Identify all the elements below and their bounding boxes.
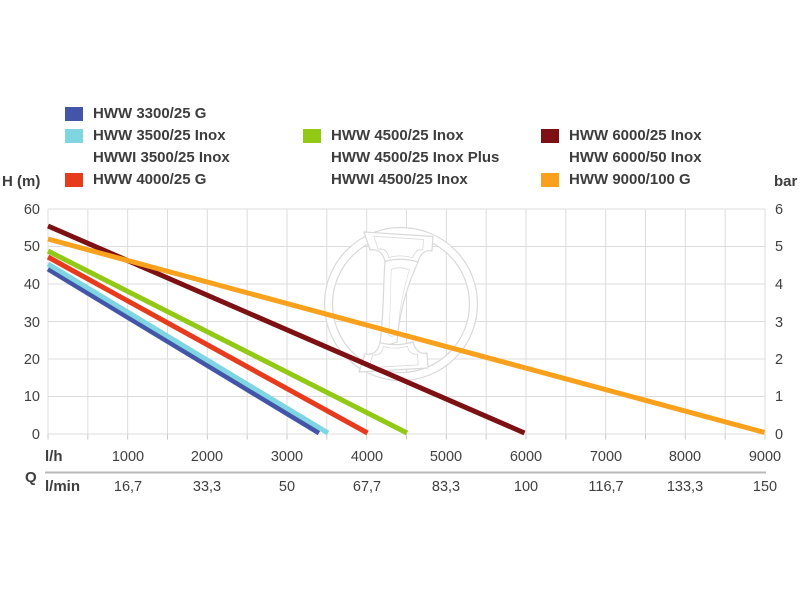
legend-swatch-cyan (65, 129, 83, 143)
y-right-tick: 3 (775, 315, 783, 331)
x-axis-label: Q (25, 469, 37, 486)
x-axis-unit-lmin: l/min (45, 478, 80, 495)
legend-item-hwwi-3500: HWWI 3500/25 Inox (65, 147, 230, 169)
y-right-tick: 5 (775, 239, 783, 255)
curves (46, 223, 766, 436)
x-tick-lmin: 83,3 (432, 479, 460, 495)
legend-label: HWW 4500/25 Inox (331, 127, 464, 144)
curve-hww-3500-inox (46, 261, 330, 436)
x-tick-lh: 8000 (669, 449, 701, 465)
x-tick-lmin: 50 (279, 479, 295, 495)
x-tick-lmin: 16,7 (114, 479, 142, 495)
legend-label: HWW 3500/25 Inox (93, 127, 226, 144)
legend-swatch-red (65, 173, 83, 187)
x-tick-lh: 2000 (191, 449, 223, 465)
x-tick-lmin: 116,7 (588, 479, 623, 495)
x-tick-lmin: 33,3 (193, 479, 221, 495)
x-axis-unit-lh: l/h (45, 448, 63, 465)
legend-swatch-darkred (541, 129, 559, 143)
legend-item-hww-6000-25: HWW 6000/25 Inox (541, 125, 702, 147)
x-tick-lh: 4000 (351, 449, 383, 465)
y-axis-left: 60 50 40 30 20 10 0 (24, 202, 40, 443)
legend-item-hwwi-4500: HWWI 4500/25 Inox (303, 169, 468, 191)
curve-hww-4000-g (46, 254, 369, 436)
legend-label: HWW 6000/25 Inox (569, 127, 702, 144)
legend-item-hww-4500-plus: HWW 4500/25 Inox Plus (303, 147, 499, 169)
y-right-tick: 0 (775, 427, 783, 443)
legend-label: HWW 4000/25 G (93, 171, 207, 188)
legend-label: HWW 3300/25 G (93, 105, 207, 122)
y-axis-right-label: bar (774, 173, 798, 190)
x-tick-lmin: 150 (753, 479, 777, 495)
y-right-tick: 4 (775, 277, 783, 293)
y-left-tick: 0 (32, 427, 40, 443)
legend-label: HWW 6000/50 Inox (569, 149, 702, 166)
y-left-tick: 50 (24, 239, 40, 255)
y-left-tick: 10 (24, 389, 40, 405)
legend-swatch-blue (65, 107, 83, 121)
legend-label: HWWI 4500/25 Inox (331, 171, 468, 188)
x-tick-lmin: 133,3 (667, 479, 703, 495)
curve-hww-3300-g (46, 266, 321, 436)
x-tick-lmin: 67,7 (353, 479, 381, 495)
legend-item-hww-3300: HWW 3300/25 G (65, 103, 206, 125)
legend-label: HWW 9000/100 G (569, 171, 691, 188)
legend-swatch-orange (541, 173, 559, 187)
y-left-tick: 30 (24, 315, 40, 331)
y-right-tick: 2 (775, 352, 783, 368)
legend-item-hww-4000: HWW 4000/25 G (65, 169, 206, 191)
legend-label: HWW 4500/25 Inox Plus (331, 149, 500, 166)
y-left-tick: 60 (24, 202, 40, 218)
x-tick-lh: 3000 (271, 449, 303, 465)
watermark-logo (323, 226, 479, 382)
y-axis-right: 6 5 4 3 2 1 0 (775, 202, 783, 443)
legend-item-hww-6000-50: HWW 6000/50 Inox (541, 147, 702, 169)
x-tick-lh: 5000 (430, 449, 462, 465)
y-right-tick: 6 (775, 202, 783, 218)
x-tick-lh: 1000 (112, 449, 144, 465)
x-axis: Q l/h l/min 1000 2000 3000 4000 5000 600… (25, 448, 781, 495)
legend-item-hww-4500: HWW 4500/25 Inox (303, 125, 464, 147)
x-tick-lh: 9000 (749, 449, 781, 465)
x-tick-lh: 7000 (590, 449, 622, 465)
curve-hww-4500-inox (46, 248, 409, 436)
legend-swatch-green (303, 129, 321, 143)
legend-label: HWWI 3500/25 Inox (93, 149, 230, 166)
y-left-tick: 40 (24, 277, 40, 293)
legend-item-hww-9000: HWW 9000/100 G (541, 169, 691, 191)
x-tick-lh: 6000 (510, 449, 542, 465)
x-tick-lmin: 100 (514, 479, 538, 495)
legend-item-hww-3500: HWW 3500/25 Inox (65, 125, 226, 147)
y-axis-left-label: H (m) (2, 173, 40, 190)
curve-hww-9000-g (47, 236, 766, 435)
y-left-tick: 20 (24, 352, 40, 368)
y-right-tick: 1 (775, 389, 783, 405)
